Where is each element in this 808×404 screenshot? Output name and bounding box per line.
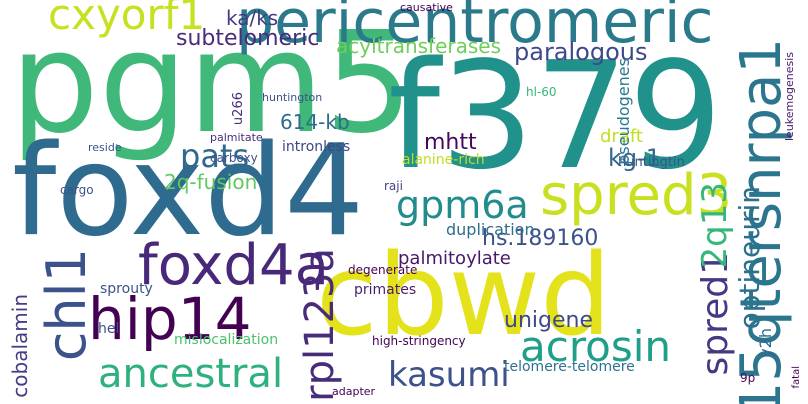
word-telomere-telomere: telomere-telomere <box>504 359 635 375</box>
word-causative: causative <box>400 1 453 14</box>
word-intronless: intronless <box>282 139 351 155</box>
word-degenerate: degenerate <box>348 263 418 277</box>
word-pats: pats <box>180 137 250 175</box>
word-palmitate: palmitate <box>210 131 263 144</box>
word-cbwd: cbwd <box>316 231 612 361</box>
word-draft: draft <box>600 126 643 147</box>
word-sprouty: sprouty <box>100 281 153 297</box>
word-foxd4: foxd4 <box>12 117 365 264</box>
word-fatal: fatal <box>791 366 802 389</box>
word-pgm5: pgm5 <box>10 2 414 165</box>
word-pseudogenes: pseudogenes <box>614 58 633 165</box>
word-2q-fusion: 2q-fusion <box>164 170 258 194</box>
word-spred1: spred1 <box>695 252 736 376</box>
word-acrosin: acrosin <box>520 322 672 371</box>
word-huntington: huntington <box>262 91 323 104</box>
word-carboxy: carboxy <box>210 151 258 165</box>
word-kasumi: kasumi <box>388 355 510 395</box>
word-hl-60: hl-60 <box>526 85 557 99</box>
word-optineurin: optineurin <box>733 186 766 330</box>
word-high-stringency: high-stringency <box>372 334 466 348</box>
word-kaks: ka/ks <box>226 6 279 30</box>
word-chl1: chl1 <box>35 248 98 362</box>
word-rpl123a: rpl123a <box>297 248 343 402</box>
word-hip14: hip14 <box>88 285 252 353</box>
word-2q13: 2q13 <box>695 182 735 269</box>
word-adapter: adapter <box>332 385 376 398</box>
word-huntingtin: huntingtin <box>618 155 685 170</box>
word-reside: reside <box>88 141 122 154</box>
word-ancestral: ancestral <box>98 351 284 397</box>
word-unigene: unigene <box>504 308 593 333</box>
word-leukemogenesis: leukemogenesis <box>783 52 796 141</box>
word-palmitoylate: palmitoylate <box>398 248 511 269</box>
word-f379: f379 <box>388 30 723 202</box>
word-primates: primates <box>354 282 417 298</box>
word-foxd4a: foxd4a <box>138 233 329 298</box>
word-spred3: spred3 <box>540 163 733 228</box>
word-pericentromeric: pericentromeric <box>236 0 714 57</box>
word-hel: hel <box>98 321 120 337</box>
word-alanine-rich: alanine-rich <box>402 152 485 168</box>
word-614-kb: 614-kb <box>280 110 350 134</box>
word-mhtt: mhtt <box>424 130 477 155</box>
word-hs189160: hs.189160 <box>482 226 599 251</box>
word-gpm6a: gpm6a <box>396 183 529 227</box>
word-subtelomeric: subtelomeric <box>176 26 320 51</box>
word-y2h: y2h <box>756 328 775 358</box>
word-u266: u266 <box>231 92 246 126</box>
word-acyltransferases: acyltransferases <box>336 34 502 58</box>
word-cxyorf1: cxyorf1 <box>48 0 206 39</box>
word-paralogous: paralogous <box>514 38 648 66</box>
word-raji: raji <box>384 179 403 193</box>
word-kg-1: kg-1 <box>608 144 662 172</box>
word-9p: 9p <box>740 371 756 385</box>
word-mislocalization: mislocalization <box>174 332 279 348</box>
word-cargo: cargo <box>60 183 94 197</box>
word-duplication: duplication <box>446 220 535 239</box>
word-cobalamin: cobalamin <box>8 294 32 398</box>
